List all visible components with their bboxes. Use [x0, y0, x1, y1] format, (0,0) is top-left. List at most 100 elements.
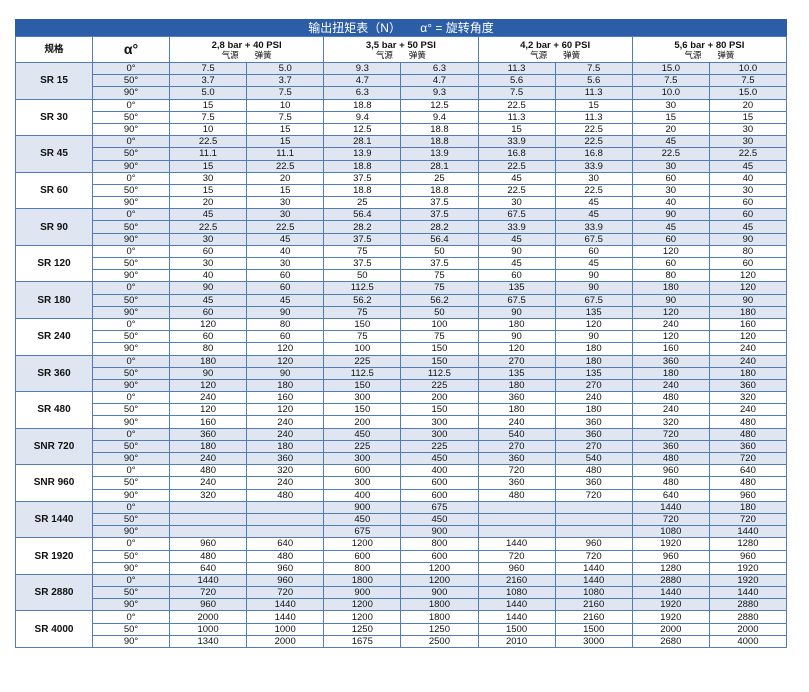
air-torque-cell: 67.5 [477, 293, 556, 307]
air-torque-cell: 90 [631, 208, 710, 222]
air-torque-cell: 22.5 [168, 220, 248, 234]
air-torque-cell: 4.7 [323, 74, 402, 88]
spring-torque-cell: 13.9 [400, 147, 479, 161]
air-torque-cell: 450 [323, 512, 402, 527]
air-torque-cell: 33.9 [477, 220, 556, 234]
air-torque-cell: 45 [631, 135, 710, 149]
air-torque-cell: 90 [477, 244, 556, 259]
spring-torque-cell: 240 [708, 354, 788, 368]
air-torque-cell: 2160 [477, 573, 556, 588]
spring-torque-cell: 90 [246, 305, 325, 319]
spring-torque-cell: 22.5 [554, 135, 633, 149]
angle-cell: 90° [92, 451, 170, 466]
air-torque-cell: 10 [168, 122, 248, 137]
spring-torque-cell: 56.2 [400, 293, 479, 307]
spring-torque-cell: 1920 [708, 573, 788, 588]
torque-table: 规格 α° 2,8 bar + 40 PSI 气源 弹簧 3,5 bar + 50 P… [15, 36, 788, 649]
spring-torque-cell: 18.8 [400, 135, 479, 149]
spring-torque-cell: 1800 [400, 610, 479, 624]
air-torque-cell: 1440 [631, 586, 710, 600]
spring-torque-cell: 4000 [708, 634, 788, 649]
air-torque-cell: 225 [323, 354, 402, 368]
spring-torque-cell: 15 [246, 183, 325, 198]
table-row: SR 120 0° 60 40 75 50 90 60 120 80 [15, 244, 788, 283]
spring-torque-cell: 450 [400, 451, 479, 466]
spring-torque-cell: 180 [554, 354, 633, 368]
air-torque-cell: 33.9 [477, 135, 556, 149]
table-row: 90° 30 45 37.5 56.4 45 67.5 60 90 [16, 232, 788, 246]
air-torque-cell: 25 [323, 196, 402, 210]
air-torque-cell: 320 [168, 488, 248, 502]
spring-label: 弹簧 [408, 49, 426, 60]
air-label: 气源 [684, 49, 702, 60]
air-torque-cell: 300 [323, 391, 402, 405]
spring-torque-cell: 2500 [400, 634, 479, 649]
spring-torque-cell: 400 [400, 464, 479, 478]
air-torque-cell: 1250 [323, 622, 402, 636]
spring-torque-cell [246, 512, 325, 527]
table-row: SNR 960 0° 480 320 600 400 720 480 960 640 [15, 464, 788, 502]
air-torque-cell: 37.5 [323, 171, 402, 185]
spring-torque-cell: 960 [246, 573, 325, 588]
angle-cell: 0° [92, 317, 170, 332]
air-torque-cell: 1000 [168, 622, 248, 636]
air-torque-cell: 720 [631, 427, 710, 441]
air-torque-cell: 480 [168, 549, 248, 563]
spring-torque-cell: 67.5 [554, 232, 633, 246]
air-torque-cell: 60 [168, 305, 248, 319]
air-torque-cell: 13.9 [323, 147, 402, 161]
spring-torque-cell: 2160 [554, 598, 633, 612]
air-torque-cell: 60 [631, 171, 710, 185]
model-cell: SR 120 [15, 244, 93, 283]
spring-torque-cell: 800 [400, 537, 479, 551]
model-cell: SR 30 [15, 98, 93, 137]
air-torque-cell: 675 [323, 525, 402, 539]
air-torque-cell: 120 [631, 244, 710, 259]
spring-torque-cell: 15 [246, 122, 325, 137]
spring-torque-cell: 30 [708, 183, 788, 198]
air-torque-cell: 22.5 [168, 135, 248, 149]
model-cell: SR 480 [15, 391, 93, 429]
spring-torque-cell: 1440 [554, 573, 633, 588]
spring-torque-cell: 1440 [554, 561, 633, 575]
spring-torque-cell: 60 [246, 330, 325, 344]
spring-torque-cell: 1920 [708, 561, 788, 575]
angle-cell: 0° [92, 171, 170, 185]
air-torque-cell: 40 [631, 196, 710, 210]
air-torque-cell: 720 [477, 464, 556, 478]
spring-torque-cell: 1000 [246, 622, 325, 636]
air-torque-cell: 30 [477, 196, 556, 210]
air-torque-cell: 9.3 [323, 61, 402, 76]
air-torque-cell: 18.8 [323, 159, 402, 173]
spring-torque-cell: 90 [554, 330, 633, 344]
air-torque-cell: 360 [631, 439, 710, 454]
air-torque-cell: 1440 [477, 610, 556, 624]
angle-cell: 90° [92, 598, 170, 612]
air-torque-cell: 5.6 [477, 74, 556, 88]
spring-torque-cell: 2000 [246, 634, 325, 649]
air-torque-cell: 120 [168, 403, 248, 417]
spring-torque-cell [246, 500, 325, 514]
spring-torque-cell [554, 512, 633, 527]
spring-label: 弹簧 [254, 49, 272, 60]
table-row: 50° 240 240 300 600 360 360 480 480 [16, 476, 788, 490]
air-torque-cell: 112.5 [323, 366, 402, 380]
spring-torque-cell: 135 [554, 366, 633, 380]
air-torque-cell: 90 [631, 293, 710, 307]
model-cell: SR 1440 [15, 500, 93, 539]
air-torque-cell: 112.5 [323, 281, 402, 295]
spring-torque-cell: 40 [708, 171, 788, 185]
air-torque-cell: 120 [477, 342, 556, 356]
air-torque-cell: 1080 [631, 525, 710, 539]
spring-torque-cell: 1800 [400, 598, 479, 612]
air-torque-cell: 960 [631, 464, 710, 478]
spring-torque-cell [246, 525, 325, 539]
spring-torque-cell: 22.5 [708, 147, 788, 161]
spring-torque-cell: 540 [554, 451, 633, 466]
spring-torque-cell: 120 [708, 281, 788, 295]
spring-torque-cell: 90 [708, 232, 788, 246]
spring-torque-cell: 45 [246, 232, 325, 246]
spring-torque-cell: 30 [708, 135, 788, 149]
spring-torque-cell: 320 [708, 391, 788, 405]
angle-cell: 90° [92, 415, 170, 429]
